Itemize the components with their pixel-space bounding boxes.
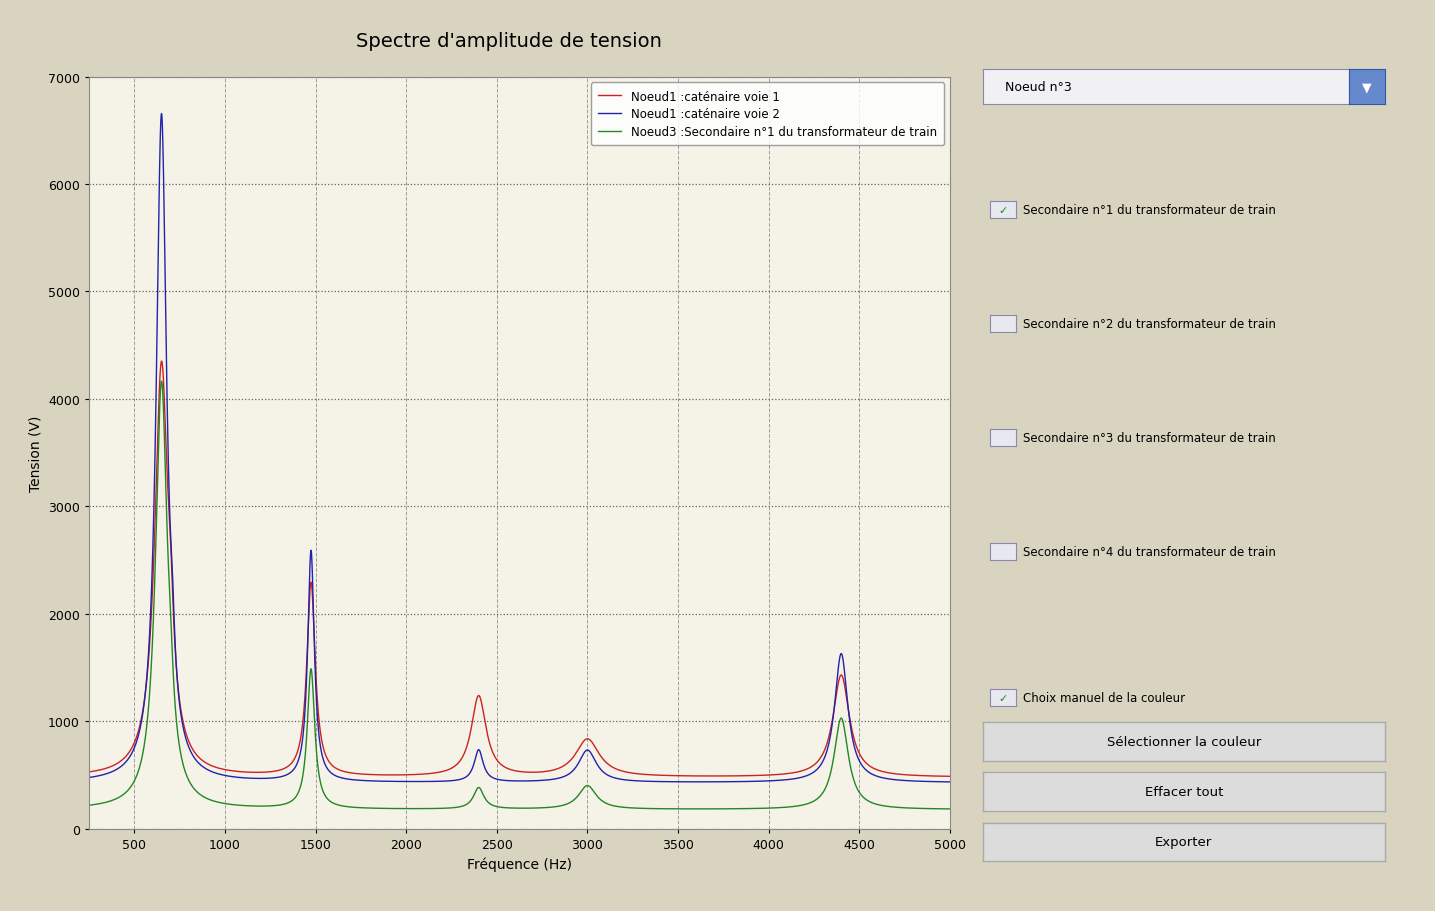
- Text: ▼: ▼: [1362, 81, 1372, 94]
- Text: Secondaire n°4 du transformateur de train: Secondaire n°4 du transformateur de trai…: [1023, 546, 1276, 558]
- Noeud1 :caténaire voie 1: [501, 764, 518, 775]
- Noeud1 :caténaire voie 2: [116, 758, 133, 769]
- Text: Secondaire n°1 du transformateur de train: Secondaire n°1 du transformateur de trai…: [1023, 204, 1276, 217]
- Text: ✓: ✓: [999, 206, 1007, 215]
- Noeud3 :Secondaire n°1 du transformateur de train: [250, 801, 267, 812]
- Text: Spectre d'amplitude de tension: Spectre d'amplitude de tension: [356, 32, 663, 51]
- Noeud1 :caténaire voie 1: [116, 752, 133, 763]
- Noeud1 :caténaire voie 2: [132, 722, 149, 732]
- Text: Choix manuel de la couleur: Choix manuel de la couleur: [1023, 691, 1185, 704]
- Noeud3 :Secondaire n°1 du transformateur de train: [116, 788, 133, 799]
- Noeud1 :caténaire voie 2: [895, 775, 913, 786]
- Y-axis label: Tension (V): Tension (V): [29, 415, 43, 491]
- Text: Noeud n°3: Noeud n°3: [1004, 81, 1072, 94]
- Noeud1 :caténaire voie 1: [80, 767, 98, 778]
- Text: ✓: ✓: [999, 693, 1007, 702]
- Noeud3 :Secondaire n°1 du transformateur de train: [895, 803, 913, 814]
- Noeud1 :caténaire voie 2: [154, 109, 171, 120]
- Noeud1 :caténaire voie 2: [941, 776, 959, 787]
- Noeud1 :caténaire voie 2: [80, 773, 98, 783]
- Noeud1 :caténaire voie 2: [250, 773, 267, 784]
- Text: Exporter: Exporter: [1155, 835, 1213, 848]
- Text: Secondaire n°2 du transformateur de train: Secondaire n°2 du transformateur de trai…: [1023, 318, 1276, 331]
- Noeud3 :Secondaire n°1 du transformateur de train: [80, 800, 98, 811]
- Noeud3 :Secondaire n°1 du transformateur de train: [501, 803, 518, 814]
- Legend: Noeud1 :caténaire voie 1, Noeud1 :caténaire voie 2, Noeud3 :Secondaire n°1 du tr: Noeud1 :caténaire voie 1, Noeud1 :caténa…: [591, 83, 944, 146]
- Noeud3 :Secondaire n°1 du transformateur de train: [85, 799, 102, 810]
- Text: Secondaire n°3 du transformateur de train: Secondaire n°3 du transformateur de trai…: [1023, 432, 1276, 445]
- Noeud1 :caténaire voie 2: [501, 775, 518, 786]
- Noeud1 :caténaire voie 1: [132, 718, 149, 729]
- Noeud3 :Secondaire n°1 du transformateur de train: [132, 759, 149, 770]
- Line: Noeud1 :caténaire voie 1: Noeud1 :caténaire voie 1: [89, 362, 950, 776]
- Noeud1 :caténaire voie 1: [85, 766, 102, 777]
- Text: Sélectionner la couleur: Sélectionner la couleur: [1106, 735, 1261, 748]
- Text: Effacer tout: Effacer tout: [1145, 785, 1223, 798]
- X-axis label: Fréquence (Hz): Fréquence (Hz): [466, 856, 573, 871]
- Noeud1 :caténaire voie 1: [250, 767, 267, 778]
- Noeud1 :caténaire voie 2: [85, 772, 102, 783]
- Noeud3 :Secondaire n°1 du transformateur de train: [941, 804, 959, 814]
- Noeud1 :caténaire voie 1: [895, 770, 913, 781]
- Noeud1 :caténaire voie 1: [941, 771, 959, 782]
- Line: Noeud3 :Secondaire n°1 du transformateur de train: Noeud3 :Secondaire n°1 du transformateur…: [89, 382, 950, 809]
- Line: Noeud1 :caténaire voie 2: Noeud1 :caténaire voie 2: [89, 115, 950, 782]
- Noeud1 :caténaire voie 1: [154, 356, 171, 367]
- Noeud3 :Secondaire n°1 du transformateur de train: [154, 376, 171, 387]
